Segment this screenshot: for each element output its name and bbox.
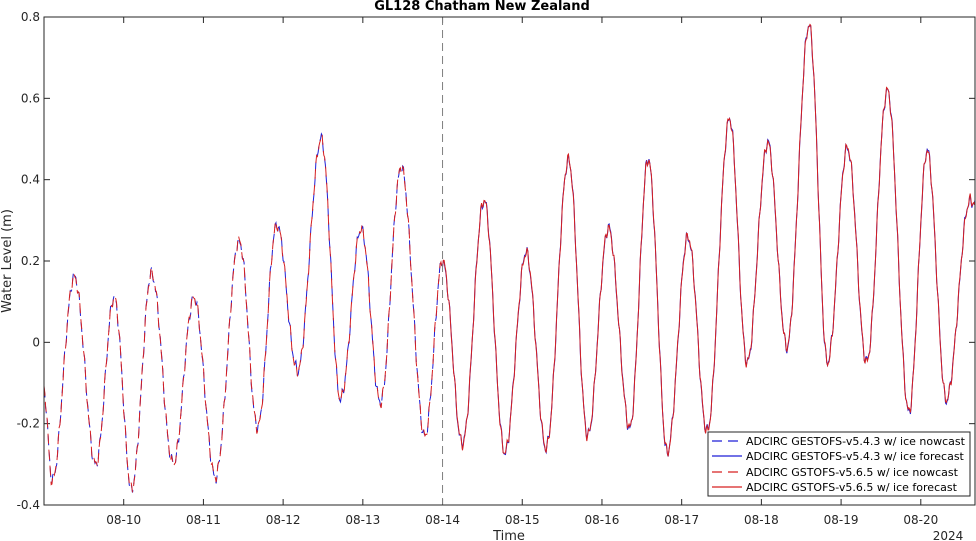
x-tick-label: 08-16 [585,513,620,527]
legend-box [707,431,971,497]
y-tick-label: 0.4 [21,173,40,187]
y-tick-label: -0.2 [17,417,40,431]
x-tick-label: 08-15 [505,513,540,527]
series-line-2 [43,133,443,493]
legend-label-2: ADCIRC GSTOFS-v5.6.5 w/ ice nowcast [746,466,959,479]
y-tick-label: 0 [32,335,40,349]
legend-entry: ADCIRC GSTOFS-v5.6.5 w/ ice nowcast [712,466,959,479]
legend-label-0: ADCIRC GESTOFS-v5.4.3 w/ ice nowcast [746,435,966,448]
plot-frame [43,16,976,506]
x-tick-label: 08-12 [266,513,301,527]
legend-label-3: ADCIRC GSTOFS-v5.6.5 w/ ice forecast [746,481,958,494]
x-tick-label: 08-20 [903,513,938,527]
series-lines [43,23,976,493]
y-tick-labels: -0.4 -0.2 0 0.2 0.4 0.6 0.8 [17,10,40,512]
x-tick-label: 08-14 [425,513,460,527]
x-tick-label: 08-10 [106,513,141,527]
legend-entry: ADCIRC GESTOFS-v5.4.3 w/ ice nowcast [712,435,966,448]
y-tick-label: 0.6 [21,91,40,105]
series-line-3 [442,23,976,457]
legend-label-1: ADCIRC GESTOFS-v5.4.3 w/ ice forecast [746,450,965,463]
x-tick-labels: 08-10 08-11 08-12 08-13 08-14 08-15 08-16 08-17… [106,513,938,527]
legend: ADCIRC GESTOFS-v5.4.3 w/ ice nowcast ADC… [707,431,971,497]
x-tick-label: 08-19 [824,513,859,527]
y-tick-label: 0.8 [21,10,40,24]
x-tick-label: 08-18 [744,513,779,527]
y-axis-label: Water Level (m) [0,209,15,313]
legend-entry: ADCIRC GESTOFS-v5.4.3 w/ ice forecast [712,450,965,463]
legend-entry: ADCIRC GSTOFS-v5.6.5 w/ ice forecast [712,481,958,494]
y-tick-label: -0.4 [17,498,40,512]
x-axis-label: Time [492,529,525,541]
x-tick-label: 08-11 [186,513,221,527]
x-tick-label: 08-17 [664,513,699,527]
chart-title: GL128 Chatham New Zealand [374,0,590,14]
tick-marks [44,16,975,506]
x-tick-label: 08-13 [345,513,380,527]
year-label: 2024 [933,529,964,541]
y-tick-label: 0.2 [21,254,40,268]
